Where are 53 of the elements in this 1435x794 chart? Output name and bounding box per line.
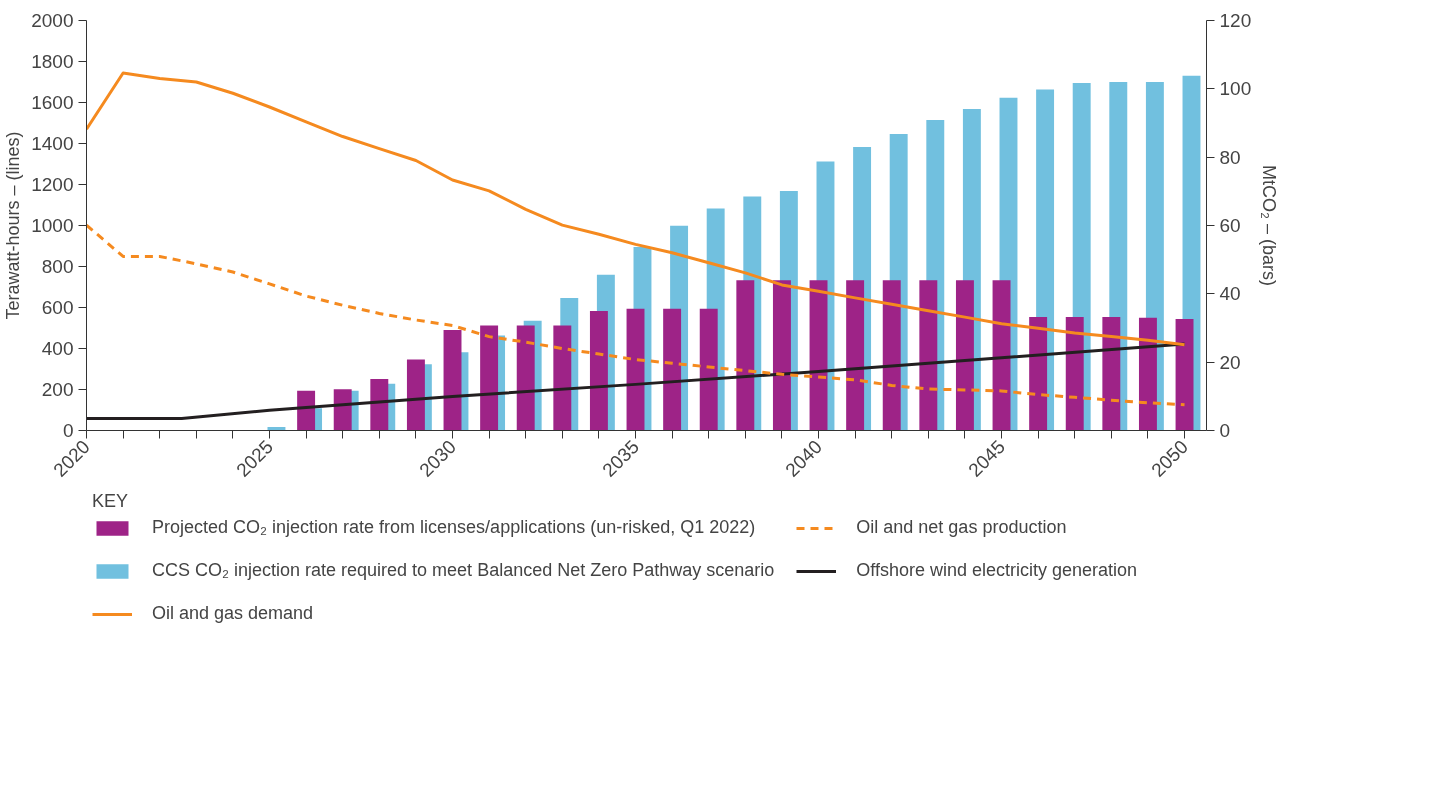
bar <box>1138 317 1157 431</box>
bar <box>955 280 974 431</box>
line-series <box>86 223 1187 407</box>
legend-label: Oil and gas demand <box>152 603 314 624</box>
bar <box>406 359 425 431</box>
bar <box>919 280 938 431</box>
bar <box>553 325 572 431</box>
y2-axis-title: MtCO₂ – (bars) <box>1259 165 1280 286</box>
y-axis-title: Terawatt-hours – (lines) <box>3 131 24 320</box>
y-tick-label: 1000 <box>31 215 74 236</box>
y-tick-label: 1600 <box>31 92 74 113</box>
bar <box>480 325 499 431</box>
bar <box>1029 317 1048 431</box>
y2-tick-label: 40 <box>1219 283 1241 305</box>
y-tick-label: 1400 <box>31 133 74 154</box>
bar <box>992 280 1011 431</box>
line-series <box>86 71 1187 347</box>
y2-tick-label: 100 <box>1219 78 1252 100</box>
bar <box>1065 317 1084 431</box>
bar <box>516 325 535 431</box>
legend-label: Offshore wind electricity generation <box>856 560 1138 581</box>
bar <box>626 308 645 431</box>
bar <box>333 389 352 431</box>
legend-label: Projected CO₂ injection rate from licenses/applications (un-risked, Q1 2022) <box>152 517 756 538</box>
bar <box>443 330 462 431</box>
y2-tick-label: 120 <box>1219 10 1252 31</box>
bar <box>882 280 901 431</box>
y-tick-label: 1800 <box>31 51 74 72</box>
bar <box>809 280 828 431</box>
bar <box>370 378 389 431</box>
legend-label: Oil and net gas production <box>856 517 1067 538</box>
bar <box>846 280 865 431</box>
y-tick-label: 800 <box>41 256 74 277</box>
bar <box>736 280 755 431</box>
bar <box>699 308 718 431</box>
bar <box>663 308 682 431</box>
y2-tick-label: 80 <box>1219 146 1241 168</box>
y2-tick-label: 60 <box>1219 215 1241 236</box>
bar <box>1102 317 1121 431</box>
y-tick-label: 1200 <box>31 174 74 195</box>
bar <box>589 310 608 431</box>
y2-tick-label: 20 <box>1219 351 1241 373</box>
legend-label: CCS CO₂ injection rate required to meet Balanced Net Zero Pathway scenario <box>152 560 775 581</box>
bar <box>772 280 791 431</box>
y-tick-label: 2000 <box>31 10 74 31</box>
y-tick-label: 0 <box>62 420 74 441</box>
y2-tick-label: 0 <box>1219 420 1231 441</box>
y-tick-label: 400 <box>41 338 74 359</box>
bar <box>1175 319 1194 431</box>
bar <box>297 390 316 431</box>
legend-title: KEY <box>92 491 130 512</box>
y-tick-label: 200 <box>41 379 74 400</box>
y-tick-label: 600 <box>41 297 74 318</box>
